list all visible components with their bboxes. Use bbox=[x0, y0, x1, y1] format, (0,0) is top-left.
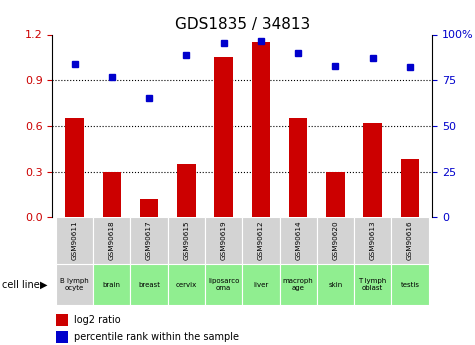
Text: cervix: cervix bbox=[176, 282, 197, 288]
Bar bbox=[391, 217, 428, 264]
Bar bbox=[205, 264, 242, 305]
Bar bbox=[279, 264, 317, 305]
Bar bbox=[242, 264, 279, 305]
Bar bbox=[363, 123, 382, 217]
Bar bbox=[131, 264, 168, 305]
Text: GSM90620: GSM90620 bbox=[332, 221, 338, 260]
Title: GDS1835 / 34813: GDS1835 / 34813 bbox=[175, 17, 310, 32]
Bar bbox=[56, 314, 68, 326]
Text: GSM90619: GSM90619 bbox=[220, 221, 227, 260]
Bar bbox=[140, 199, 159, 217]
Bar bbox=[205, 217, 242, 264]
Bar bbox=[56, 264, 93, 305]
Text: skin: skin bbox=[328, 282, 342, 288]
Bar bbox=[168, 217, 205, 264]
Text: GSM90613: GSM90613 bbox=[370, 221, 376, 260]
Text: brain: brain bbox=[103, 282, 121, 288]
Text: GSM90615: GSM90615 bbox=[183, 221, 190, 260]
Text: macroph
age: macroph age bbox=[283, 278, 314, 291]
Text: GSM90614: GSM90614 bbox=[295, 221, 301, 260]
Bar bbox=[93, 264, 131, 305]
Text: testis: testis bbox=[400, 282, 419, 288]
Bar bbox=[177, 164, 196, 217]
Bar bbox=[242, 217, 279, 264]
Text: breast: breast bbox=[138, 282, 160, 288]
Bar bbox=[317, 264, 354, 305]
Text: GSM90618: GSM90618 bbox=[109, 221, 115, 260]
Text: liposarco
oma: liposarco oma bbox=[208, 278, 239, 291]
Text: liver: liver bbox=[253, 282, 268, 288]
Text: cell line: cell line bbox=[2, 280, 40, 289]
Text: GSM90611: GSM90611 bbox=[72, 221, 77, 260]
Bar bbox=[317, 217, 354, 264]
Text: B lymph
ocyte: B lymph ocyte bbox=[60, 278, 89, 291]
Bar bbox=[279, 217, 317, 264]
Text: percentile rank within the sample: percentile rank within the sample bbox=[74, 333, 238, 342]
Bar bbox=[56, 217, 93, 264]
Bar bbox=[131, 217, 168, 264]
Text: GSM90612: GSM90612 bbox=[258, 221, 264, 260]
Text: GSM90616: GSM90616 bbox=[407, 221, 413, 260]
Text: ▶: ▶ bbox=[40, 280, 48, 289]
Bar bbox=[103, 171, 121, 217]
Text: GSM90617: GSM90617 bbox=[146, 221, 152, 260]
Bar bbox=[56, 331, 68, 343]
Bar bbox=[168, 264, 205, 305]
Bar bbox=[391, 264, 428, 305]
Bar bbox=[326, 171, 345, 217]
Bar bbox=[93, 217, 131, 264]
Bar bbox=[65, 118, 84, 217]
Text: T lymph
oblast: T lymph oblast bbox=[359, 278, 387, 291]
Bar bbox=[400, 159, 419, 217]
Bar bbox=[354, 217, 391, 264]
Bar bbox=[354, 264, 391, 305]
Text: log2 ratio: log2 ratio bbox=[74, 315, 120, 325]
Bar bbox=[214, 57, 233, 217]
Bar bbox=[289, 118, 307, 217]
Bar bbox=[252, 42, 270, 217]
